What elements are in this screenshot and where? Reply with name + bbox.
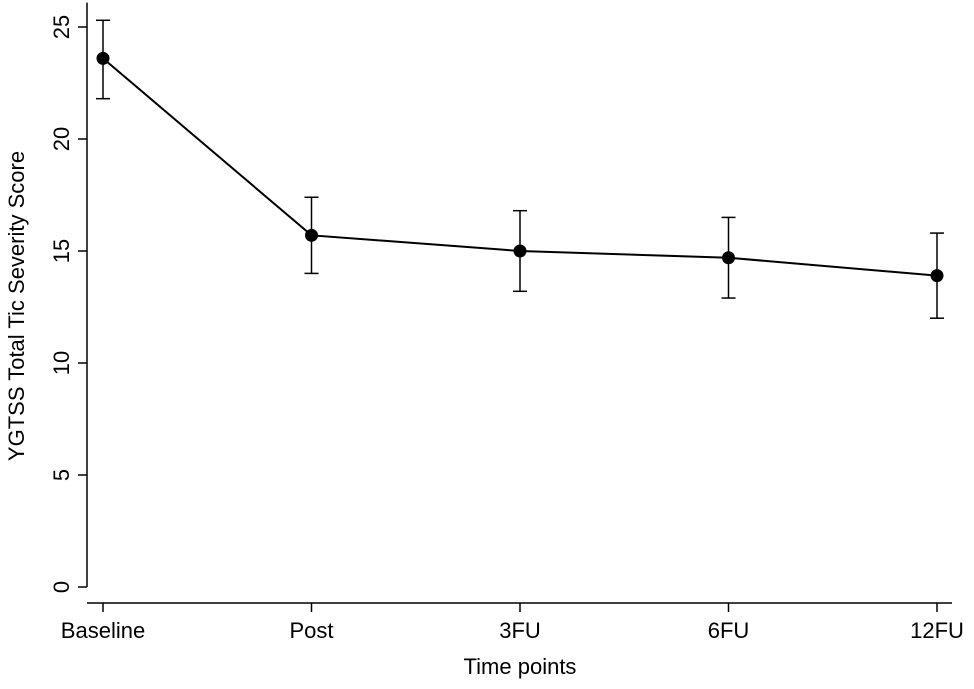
y-tick-label: 20: [49, 127, 74, 151]
data-point: [722, 251, 735, 265]
y-axis: 0 5 10 15 20 25: [49, 2, 88, 593]
plot-series: [96, 19, 944, 319]
x-tick-label: Baseline: [61, 618, 145, 643]
y-axis-title: YGTSS Total Tic Severity Score: [4, 151, 29, 461]
x-tick-label: 6FU: [708, 618, 750, 643]
x-tick-label: Post: [289, 618, 333, 643]
data-point: [930, 269, 944, 283]
data-point: [513, 244, 527, 258]
data-point: [305, 228, 318, 242]
data-point: [96, 51, 110, 65]
y-tick-label: 0: [49, 581, 74, 593]
x-tick-label: 12FU: [910, 618, 964, 643]
y-tick-label: 5: [49, 469, 74, 481]
x-tick-label: 3FU: [499, 618, 541, 643]
x-axis: Baseline Post 3FU 6FU 12FU: [61, 602, 964, 643]
x-axis-title: Time points: [464, 654, 577, 679]
y-tick-label: 25: [49, 15, 74, 39]
y-tick-label: 15: [49, 239, 74, 263]
y-tick-label: 10: [49, 351, 74, 375]
